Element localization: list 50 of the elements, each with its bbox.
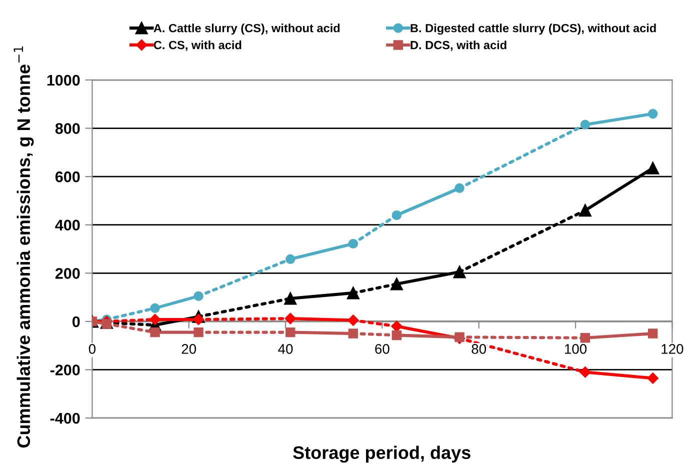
x-axis-title: Storage period, days (293, 446, 470, 463)
point (194, 327, 204, 338)
x-tick-label: 40 (278, 344, 293, 354)
point (580, 120, 590, 130)
point (646, 162, 660, 174)
point (392, 210, 402, 220)
point (284, 292, 297, 305)
y-tick-label: -200 (50, 364, 80, 376)
y-tick-label: 800 (55, 123, 80, 134)
point (390, 278, 403, 290)
point (580, 333, 590, 343)
legend-label: C. CS, with acid (154, 40, 242, 51)
point (648, 328, 658, 338)
x-tick-label: 20 (182, 344, 196, 354)
point (647, 372, 658, 384)
point (194, 291, 204, 301)
point (192, 314, 204, 326)
y-tick-label: 400 (55, 220, 80, 231)
y-tick-label: 200 (55, 268, 80, 279)
y-axis-title: Cummulative ammonia emissions, g N tonne$^{−1}$ (14, 46, 34, 448)
point (285, 327, 296, 338)
point (453, 266, 466, 278)
y-tick-label: 0 (72, 316, 80, 328)
x-tick-label: 120 (662, 344, 684, 354)
x-tick-label: 100 (564, 344, 587, 354)
point (348, 238, 358, 249)
point (392, 330, 402, 340)
point (580, 366, 591, 378)
legend-label: B. Digested cattle slurry (DCS), without acid (410, 24, 656, 35)
x-tick-label: 60 (375, 344, 390, 354)
point (149, 314, 161, 326)
x-tick-label: 80 (472, 344, 486, 354)
point (284, 312, 296, 324)
point (454, 183, 464, 194)
legend-label: D. DCS, with acid (410, 40, 506, 51)
point (150, 327, 160, 338)
point (150, 303, 160, 314)
point (391, 320, 402, 332)
point (348, 314, 359, 326)
point (285, 254, 296, 264)
point (102, 319, 112, 329)
y-tick-label: -400 (50, 412, 80, 424)
y-tick-label: 600 (55, 171, 80, 182)
legend-label: A. Cattle slurry (CS), without acid (154, 24, 340, 35)
y-tick-label: 1000 (47, 74, 80, 86)
point (578, 204, 592, 217)
point (348, 328, 358, 338)
point (346, 286, 360, 300)
x-tick-label: 0 (88, 344, 96, 354)
point (648, 108, 658, 119)
